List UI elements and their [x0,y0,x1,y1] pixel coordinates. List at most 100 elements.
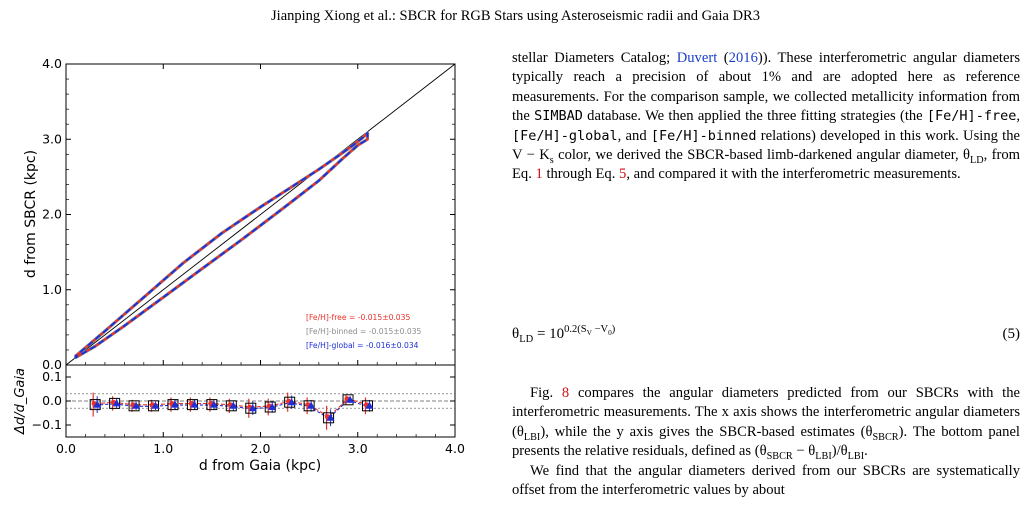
residual-point-binned [109,397,121,409]
residual-point-binned [342,394,354,406]
p2-text-g: . [864,443,868,460]
y-tick-label-bottom: 0.1 [42,369,62,384]
y-axis-label-bottom: Δd/d_Gaia [13,368,28,435]
p1-text-c: )). These interferometric angular diamet… [512,50,1020,125]
p2-sub-lbi-3: LBI [847,451,865,463]
fig-8-link[interactable]: 8 [561,385,570,401]
residual-point-global [307,401,316,409]
residual-point-binned [148,400,160,412]
running-header: Jianping Xiong et al.: SBCR for RGB Star… [271,8,760,24]
residual-point-global [209,400,218,408]
residual-point-global [326,413,335,421]
p2-sub-lbi: LBI [523,431,541,443]
p1-text-d: database. We then applied the three fitt… [582,108,927,125]
equation-5: θLD = 100.2(SV −V0) (5) [512,324,1021,345]
residual-point-binned [225,400,237,412]
legend-entry-global: [Fe/H]-global = -0.016±0.034 [306,341,419,350]
residual-point-global [112,399,121,407]
p2-text-d: ). The bottom panel presents the relativ… [512,423,1020,460]
y-tick-label-top: 1.0 [42,282,62,297]
p3-text: We find that the angular diameters deriv… [512,463,1020,499]
residual-point-binned [89,399,101,411]
residual-point-binned [167,399,179,411]
p2-text-b: compares the angular diameters predicted… [512,385,1020,440]
eq-exp-sub2: 0 [608,328,612,338]
axes: 0.0 1.0 2.0 3.0 4.00.01.02.03.04.00.10.0−0.1 [32,56,465,456]
p2-text-a: Fig. [530,385,562,401]
p2-sub-sbcr-2: SBCR [766,451,793,463]
p1-sub-s: s [549,154,554,166]
p2-sub-lbi-2: LBI [815,451,832,463]
p1-text-k: , and compared it with the interferometr… [626,166,961,183]
residual-point-binned [284,396,296,408]
citation-duvert-link[interactable]: Duvert [676,50,718,66]
residual-point-global [287,398,296,406]
bottom-panel-plot [66,392,455,430]
p1-text-j: through Eq. [542,166,620,183]
y-tick-label-top: 3.0 [42,131,62,146]
eq-lhs-sub: LD [519,334,534,345]
p1-text-g: relations) developed in this work. Using… [512,127,1020,164]
p1-sub-ld: LD [970,154,984,166]
x-axis-label: d from Gaia (kpc) [199,458,321,474]
y-tick-label-bottom: 0.0 [42,393,62,408]
y-axis-label-top: d from SBCR (kpc) [23,150,39,278]
paragraph-1: stellar Diameters Catalog; Duvert (2016)… [512,49,1020,185]
y-tick-label-top: 2.0 [42,207,62,222]
x-tick-label: 2.0 [251,441,271,456]
residual-point-global [151,401,160,409]
p1-text-f: , and [617,127,651,144]
eq-1-link[interactable]: 1 [535,166,543,183]
eq-exp-close: ) [611,324,616,335]
eq-mid: = 10 [533,326,565,342]
residual-point-binned [206,399,218,411]
equation-number: (5) [1002,326,1021,342]
residual-point-global [170,400,179,408]
fe-h-free-term: [Fe/H]-free [926,108,1017,125]
residual-point-binned [186,399,198,411]
residual-point-binned [361,400,373,412]
eq-exp-sub: V [586,328,592,338]
eq-5-link[interactable]: 5 [619,166,627,183]
p2-text-e: − θ [792,443,816,460]
x-tick-label: 0.0 [56,441,76,456]
citation-year-link[interactable]: 2016 [728,50,758,66]
eq-exp-end: −V [591,324,609,335]
p1-text-e: , [1016,108,1020,125]
residual-point-binned [245,402,257,414]
p2-text-c: ), while the y axis gives the SBCR-based… [540,423,873,440]
residual-point-global [93,400,102,408]
comparison-figure: 0.0 1.0 2.0 3.0 4.00.01.02.03.04.00.10.0−0.1… [13,56,465,474]
legend: [Fe/H]-free = -0.015±0.035 [Fe/H]-binned… [306,313,422,350]
residual-point-global [365,401,374,409]
one-to-one-line [65,63,456,366]
y-tick-label-top: 4.0 [42,56,62,71]
eq-lhs: θ [512,326,520,342]
residual-line-free [95,398,368,418]
paragraph-2: Fig. 8 compares the angular diameters pr… [512,384,1020,462]
residual-point-global [248,404,257,412]
p1-text-a: stellar Diameters Catalog; [512,50,677,66]
simbad-term: SIMBAD [534,108,583,125]
residual-point-global [268,403,277,410]
p1-text-b: ( [717,50,729,66]
p2-sub-sbcr: SBCR [872,431,899,443]
residual-point-binned [303,400,315,412]
fe-h-global-term: [Fe/H]-global [512,127,618,144]
residual-point-global [229,401,238,409]
p2-text-f: )/θ [831,443,848,460]
residual-point-binned [323,412,335,424]
contour-global [74,132,369,359]
residual-point-binned [128,400,140,412]
residual-point-binned [264,401,276,413]
p1-text-i: , from Eq. [512,147,1020,183]
paragraph-3: We find that the angular diameters deriv… [512,462,1020,501]
legend-entry-binned: [Fe/H]-binned = -0.015±0.035 [306,327,422,336]
top-panel-plot [65,63,456,366]
fe-h-binned-term: [Fe/H]-binned [650,127,757,144]
x-tick-label: 3.0 [348,441,368,456]
residual-point-global [346,395,355,403]
legend-entry-free: [Fe/H]-free = -0.015±0.035 [306,313,410,322]
residual-point-global [132,401,141,409]
y-tick-label-top: 0.0 [42,357,62,372]
